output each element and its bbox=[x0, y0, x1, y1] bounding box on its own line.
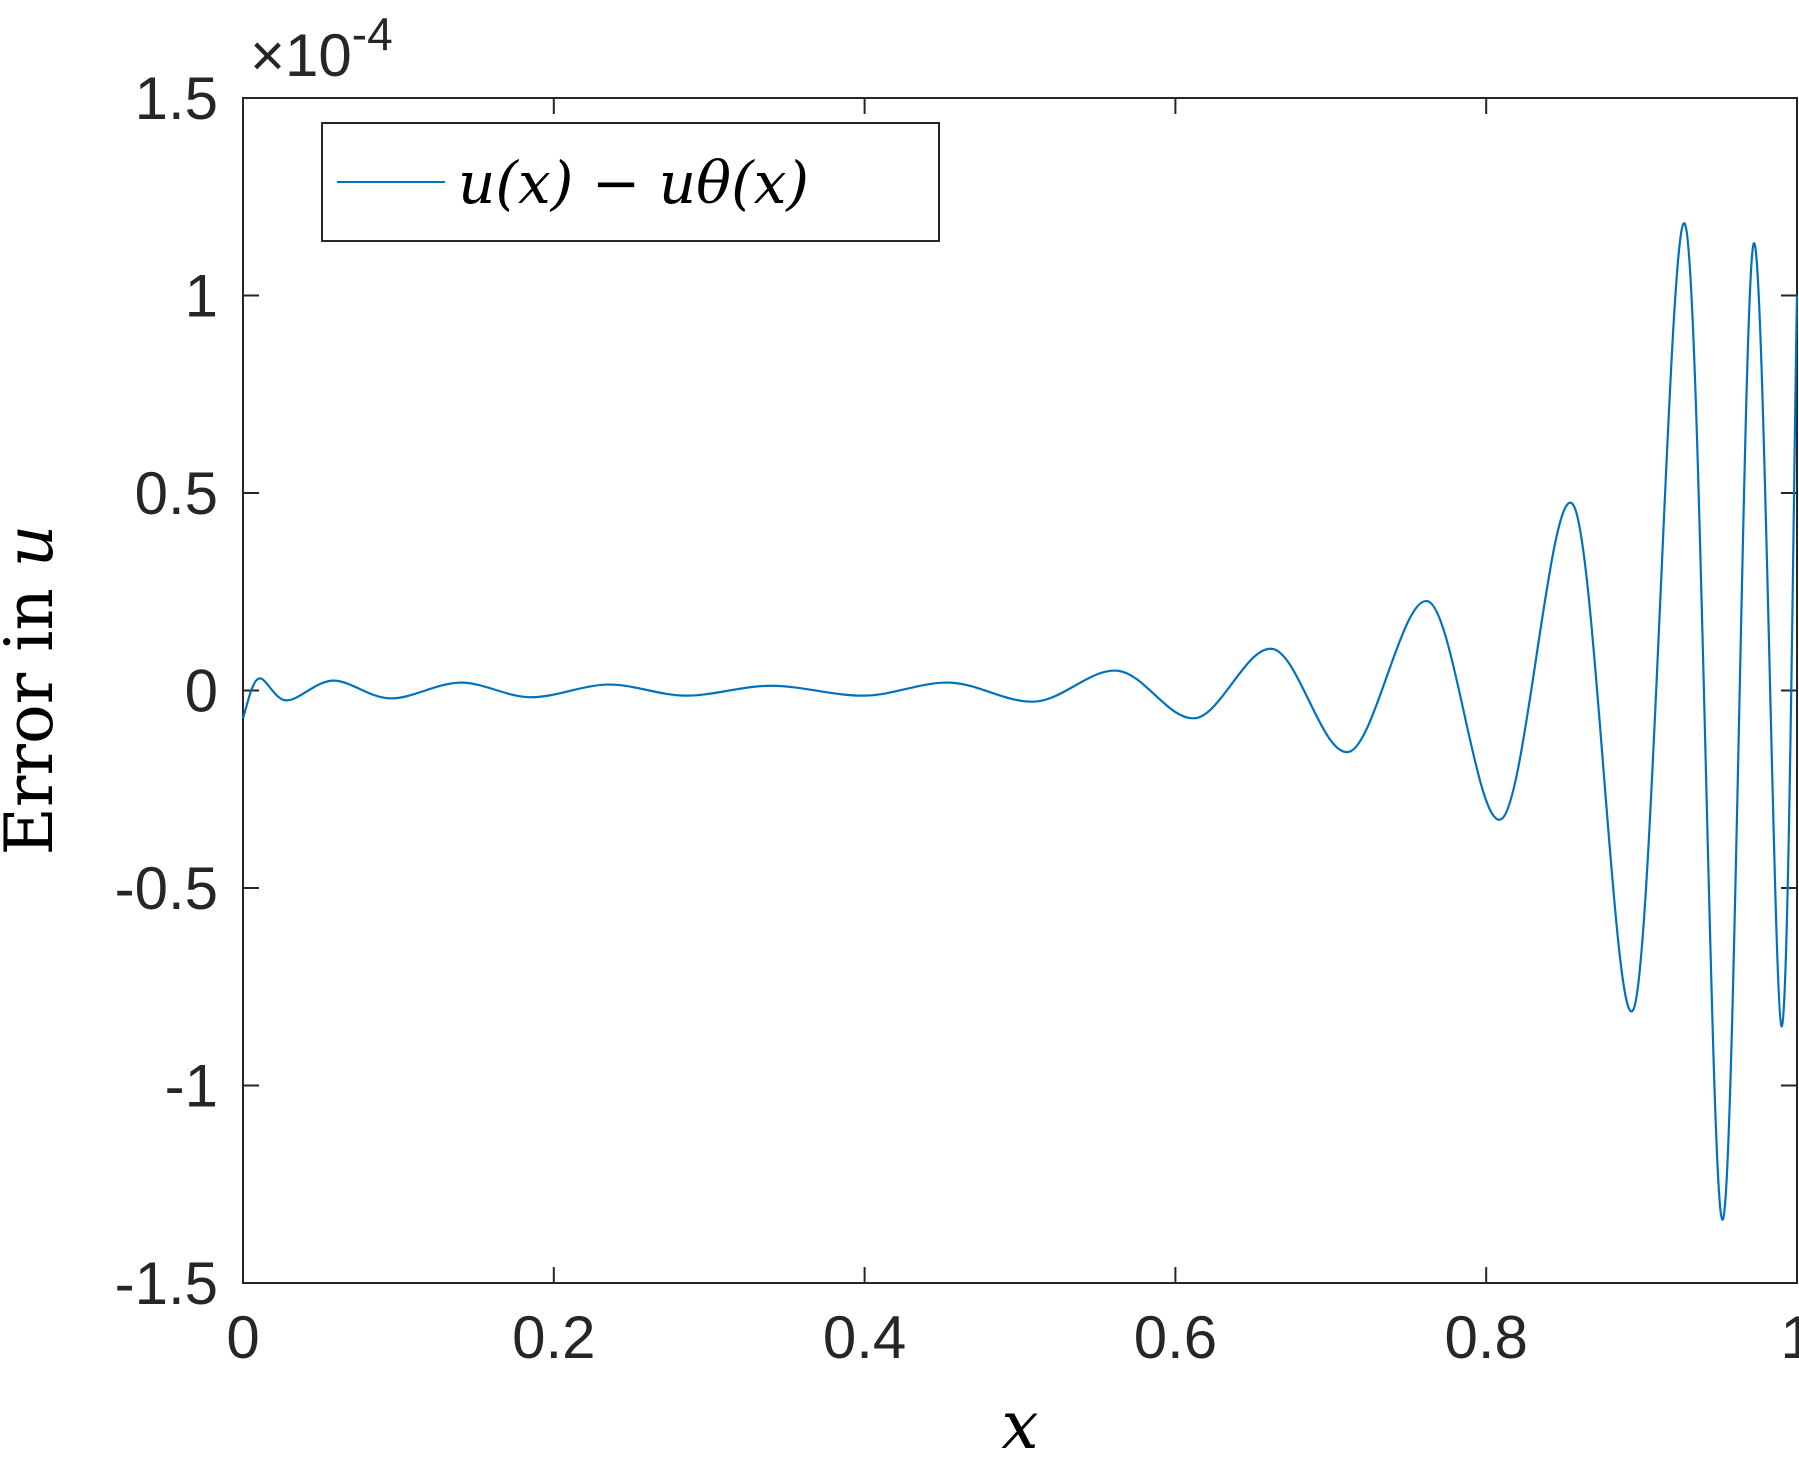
y-axis-label: Error in u bbox=[0, 525, 68, 856]
legend-label: u(x) − uθ(x) bbox=[458, 149, 809, 217]
series-layer bbox=[241, 222, 1799, 1221]
y-tick-label: 0 bbox=[185, 658, 218, 725]
x-tick-label: 0 bbox=[226, 1304, 259, 1371]
y-tick-label: -1.5 bbox=[115, 1250, 218, 1317]
y-exponent-label: ×10-4 bbox=[250, 8, 393, 89]
y-exponent-prefix: ×10 bbox=[250, 22, 352, 89]
y-tick-label: -0.5 bbox=[115, 855, 218, 922]
y-tick-label: 1 bbox=[185, 263, 218, 330]
y-axis-label-var: u bbox=[0, 525, 68, 568]
x-tick-label: 0.2 bbox=[512, 1304, 595, 1371]
x-tick-label: 0.6 bbox=[1134, 1304, 1217, 1371]
plot-area bbox=[242, 97, 1798, 1284]
legend: u(x) − uθ(x) bbox=[321, 122, 940, 242]
x-tick-label: 0.8 bbox=[1444, 1304, 1527, 1371]
y-tick-label: 0.5 bbox=[135, 460, 218, 527]
y-axis-label-prefix: Error in bbox=[0, 567, 68, 855]
y-tick-label: 1.5 bbox=[135, 65, 218, 132]
y-axis-ticks: -1.5 -1 -0.5 0 0.5 1 1.5 bbox=[115, 65, 1797, 1317]
x-axis-label: x bbox=[1001, 1387, 1038, 1463]
y-tick-label: -1 bbox=[165, 1053, 218, 1120]
x-tick-label: 1 bbox=[1780, 1304, 1799, 1371]
series-line bbox=[241, 222, 1799, 1221]
x-axis-ticks: 0 0.2 0.4 0.6 0.8 1 bbox=[226, 98, 1799, 1371]
y-exponent-power: -4 bbox=[352, 8, 393, 60]
x-tick-label: 0.4 bbox=[823, 1304, 906, 1371]
